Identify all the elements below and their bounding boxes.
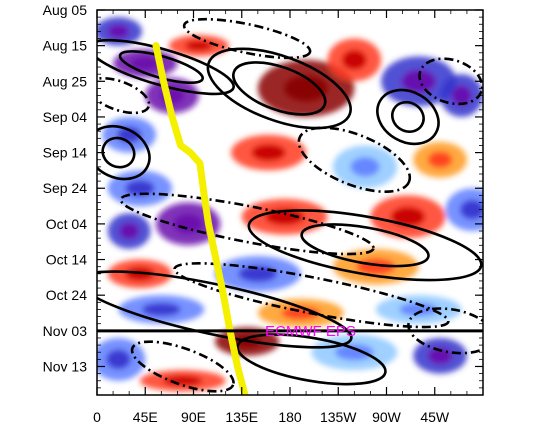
x-axis: 0 45E 90E 135E 180 135W 90W 45W <box>93 10 468 425</box>
x-tick-label: 90E <box>181 409 206 425</box>
y-tick-label: Sep 04 <box>43 109 88 125</box>
x-tick-label: 135W <box>320 409 357 425</box>
y-tick-label: Oct 14 <box>46 252 87 268</box>
x-tick-label: 45W <box>420 409 450 425</box>
contour-lines <box>97 17 483 393</box>
forecast-marker: ECMWF EPS <box>97 323 483 340</box>
anomaly-blob-core <box>185 40 213 51</box>
anomaly-blob-core <box>342 50 367 70</box>
contour-negative <box>182 17 312 60</box>
anomaly-blob-core <box>460 200 483 220</box>
y-tick-label: Nov 13 <box>43 358 88 374</box>
anomaly-blob-core <box>284 75 328 102</box>
anomaly-blob-core <box>335 344 374 361</box>
anomaly-blob-core <box>142 303 181 316</box>
contour-positive <box>390 100 425 133</box>
contour-positive <box>232 61 327 116</box>
contour-positive <box>236 333 387 386</box>
anomaly-blob-core <box>238 265 278 282</box>
y-tick-label: Aug 25 <box>43 73 88 89</box>
anomaly-blob-core <box>106 349 131 369</box>
y-tick-label: Oct 04 <box>46 216 87 232</box>
x-tick-label: 90W <box>372 409 402 425</box>
contour-positive <box>300 223 430 268</box>
anomaly-blob-core <box>125 180 155 197</box>
x-tick-label: 180 <box>278 409 302 425</box>
contour-negative <box>407 307 483 355</box>
contour-positive <box>97 38 235 96</box>
forecast-label: ECMWF EPS <box>265 323 356 340</box>
y-tick-label: Nov 03 <box>43 323 88 339</box>
anomaly-blob-core <box>107 24 130 38</box>
y-tick-label: Sep 24 <box>43 180 88 196</box>
contour-positive <box>247 209 483 282</box>
contour-negative <box>297 126 412 194</box>
contour-negative <box>130 340 235 393</box>
contour-positive <box>376 88 440 146</box>
x-tick-label: 0 <box>93 409 101 425</box>
anomaly-blob-core <box>350 157 380 177</box>
y-tick-label: Aug 05 <box>43 2 88 18</box>
contour-positive <box>118 50 204 85</box>
anomaly-blob-core <box>251 144 286 161</box>
x-tick-label: 45E <box>133 409 158 425</box>
anomaly-blob-core <box>391 207 425 227</box>
anomaly-blob-core <box>399 303 438 316</box>
x-tick-label: 135E <box>225 409 258 425</box>
y-axis: Aug 05 Aug 15 Aug 25 Sep 04 Sep 14 Sep 24 Oct … <box>43 2 483 396</box>
anomaly-blob-core <box>401 70 436 93</box>
anomaly-blob-core <box>163 375 203 386</box>
contour-positive <box>97 124 151 181</box>
y-tick-label: Aug 15 <box>43 38 88 54</box>
contour-negative <box>173 262 450 329</box>
anomaly-blob-core <box>173 214 203 234</box>
y-tick-label: Sep 14 <box>43 145 88 161</box>
anomaly-blob-core <box>451 85 472 106</box>
contour-negative <box>97 76 151 115</box>
y-tick-label: Oct 24 <box>46 287 87 303</box>
anomaly-blob-core <box>130 57 160 70</box>
contour-negative <box>119 192 375 256</box>
contour-negative <box>418 57 483 106</box>
anomaly-blob-core <box>119 222 139 240</box>
anomaly-blob-core <box>428 151 453 168</box>
contour-positive <box>101 136 136 169</box>
